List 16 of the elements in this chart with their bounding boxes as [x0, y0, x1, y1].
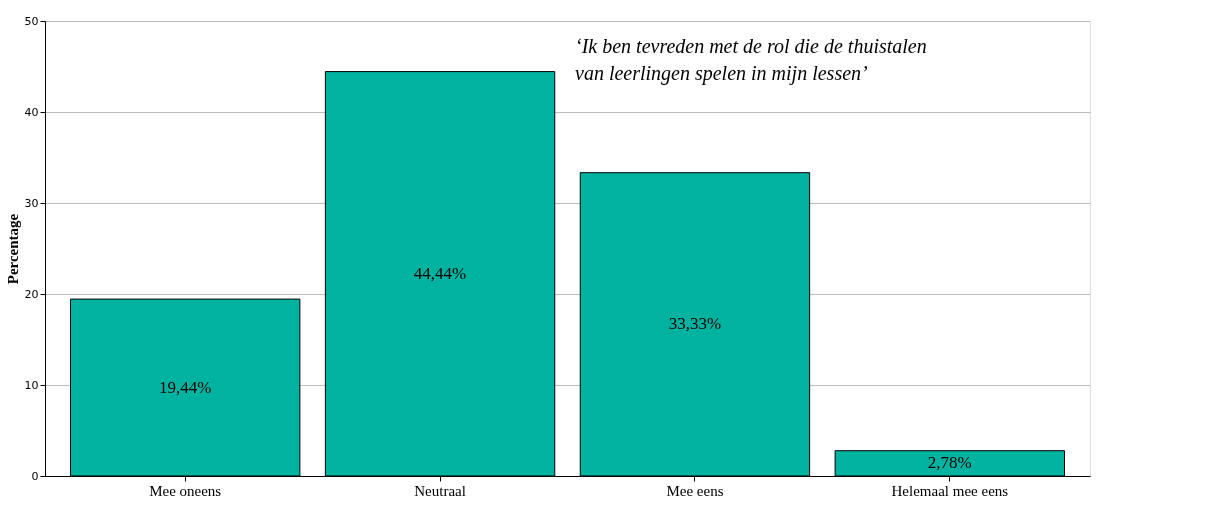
x-tick-label: Helemaal mee eens	[891, 482, 1009, 499]
y-tick-label: 10	[24, 378, 39, 392]
data-label: 2,78%	[927, 453, 972, 473]
y-tick-label: 0	[31, 469, 39, 483]
annotation: ‘Ik ben tevreden met de rol die de thuistalen van leerlingen spelen in mijn lessen’	[575, 35, 927, 85]
y-tick-label: 30	[24, 196, 39, 210]
y-tick-label: 50	[24, 14, 39, 28]
y-tick-label: 20	[24, 287, 39, 301]
y-axis-title: Percentage	[4, 213, 21, 285]
data-label: 33,33%	[668, 314, 722, 334]
y-tick-label: 40	[24, 105, 39, 119]
x-tick-label: Mee eens	[666, 482, 724, 499]
data-label: 19,44%	[158, 377, 212, 397]
data-label: 44,44%	[413, 263, 467, 283]
x-tick-label: Mee oneens	[149, 482, 222, 499]
x-tick-label: Neutraal	[414, 482, 466, 499]
